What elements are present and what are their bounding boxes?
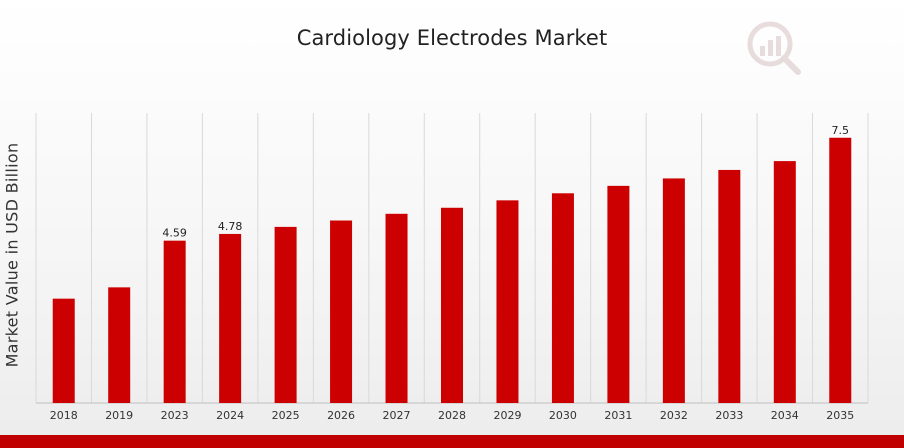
bar-2030	[551, 193, 574, 403]
bar-2023	[163, 240, 186, 403]
bar-2031	[607, 185, 630, 403]
x-tick-label-2035: 2035	[826, 409, 854, 422]
x-tick-label-2018: 2018	[50, 409, 78, 422]
bar-2018	[52, 298, 75, 403]
x-tick-label-2028: 2028	[438, 409, 466, 422]
bar-2028	[441, 207, 463, 403]
bar-2032	[662, 178, 685, 403]
bar-2019	[108, 287, 131, 403]
analytics-magnifier-icon	[747, 21, 801, 75]
x-tick-label-2033: 2033	[715, 409, 743, 422]
x-tick-label-2025: 2025	[272, 409, 300, 422]
x-tick-label-2023: 2023	[161, 409, 189, 422]
bar-2026	[330, 220, 353, 403]
data-label-2035: 7.5	[832, 124, 850, 137]
data-label-2024: 4.78	[218, 220, 243, 233]
x-tick-label-2026: 2026	[327, 409, 355, 422]
data-label-2023: 4.59	[162, 227, 187, 240]
bar-2029	[496, 200, 519, 403]
x-tick-label-2019: 2019	[105, 409, 133, 422]
chart-title: Cardiology Electrodes Market	[296, 26, 608, 50]
x-tick-label-2030: 2030	[549, 409, 577, 422]
x-tick-label-2034: 2034	[771, 409, 799, 422]
bar-2027	[385, 213, 408, 403]
x-tick-label-2031: 2031	[604, 409, 632, 422]
x-tick-label-2029: 2029	[493, 409, 521, 422]
x-tick-label-2027: 2027	[383, 409, 411, 422]
x-tick-label-2024: 2024	[216, 409, 244, 422]
bar-2034	[773, 161, 796, 403]
bar-2025	[274, 226, 297, 403]
bottom-accent-bar	[0, 435, 904, 448]
bar-2024	[219, 233, 242, 403]
x-tick-label-2032: 2032	[660, 409, 688, 422]
bar-2035	[829, 137, 852, 403]
bar-2033	[718, 169, 741, 403]
